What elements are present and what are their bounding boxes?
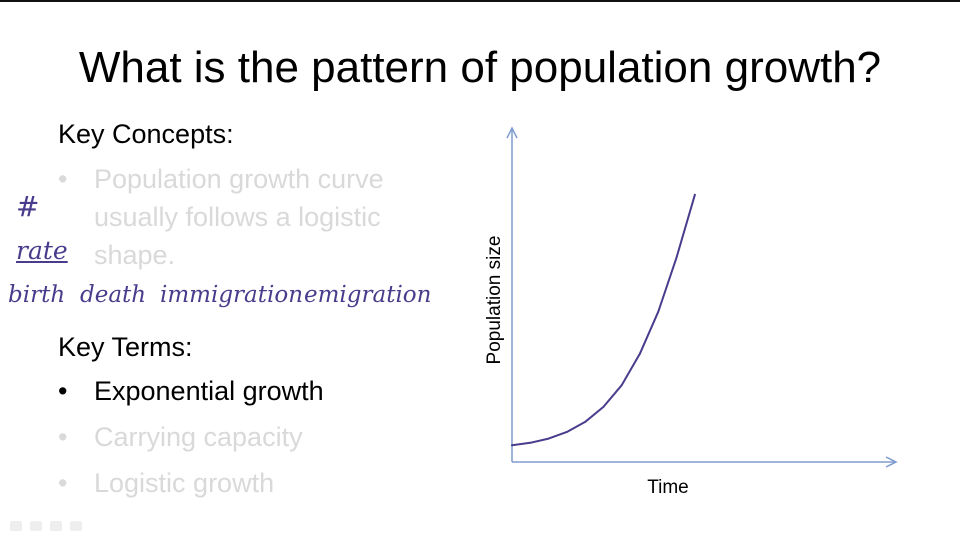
bullet-dot: •	[58, 376, 68, 406]
annotation-immigration: immigration	[160, 282, 304, 308]
data-point	[584, 421, 587, 423]
term-label: Exponential growth	[94, 376, 324, 406]
x-axis-label: Time	[647, 477, 689, 498]
y-axis-arrow	[506, 126, 518, 139]
data-point	[511, 444, 513, 447]
y-axis-label: Population size	[484, 236, 505, 365]
key-concepts-heading: Key Concepts:	[58, 119, 234, 149]
concept-bullet: • Population growth curve usually follow…	[58, 160, 458, 280]
data-point	[620, 384, 623, 387]
population-growth-chart: Time Population size	[484, 126, 898, 498]
bullet-dot: •	[58, 468, 68, 498]
concept-text: Population growth curve usually follows …	[94, 164, 384, 270]
data-point	[675, 256, 678, 259]
annotation-emigration: emigration	[304, 282, 432, 308]
term-label: Carrying capacity	[94, 422, 303, 452]
data-point	[602, 405, 605, 408]
annotation-birth: birth	[8, 282, 66, 308]
annotation-hash: #	[16, 190, 40, 223]
slide-title: What is the pattern of population growth…	[78, 43, 882, 92]
highlighter-icon[interactable]	[30, 521, 42, 531]
pen-toolbar	[10, 518, 100, 534]
x-axis-arrow	[885, 456, 898, 468]
undo-icon[interactable]	[70, 521, 82, 531]
series-layer	[511, 193, 696, 447]
data-point	[547, 437, 550, 440]
annotation-rate: rate	[16, 236, 68, 265]
eraser-icon[interactable]	[50, 521, 62, 531]
data-point	[529, 441, 532, 444]
data-point	[693, 193, 696, 196]
pen-icon[interactable]	[10, 521, 22, 531]
bullet-dot: •	[58, 164, 68, 194]
data-point	[657, 310, 660, 313]
bullet-dot: •	[58, 422, 68, 452]
key-terms-heading: Key Terms:	[58, 332, 193, 362]
top-border	[0, 0, 960, 2]
annotation-death: death	[80, 282, 147, 308]
term-label: Logistic growth	[94, 468, 275, 498]
data-point	[565, 431, 568, 433]
data-point	[639, 352, 641, 355]
